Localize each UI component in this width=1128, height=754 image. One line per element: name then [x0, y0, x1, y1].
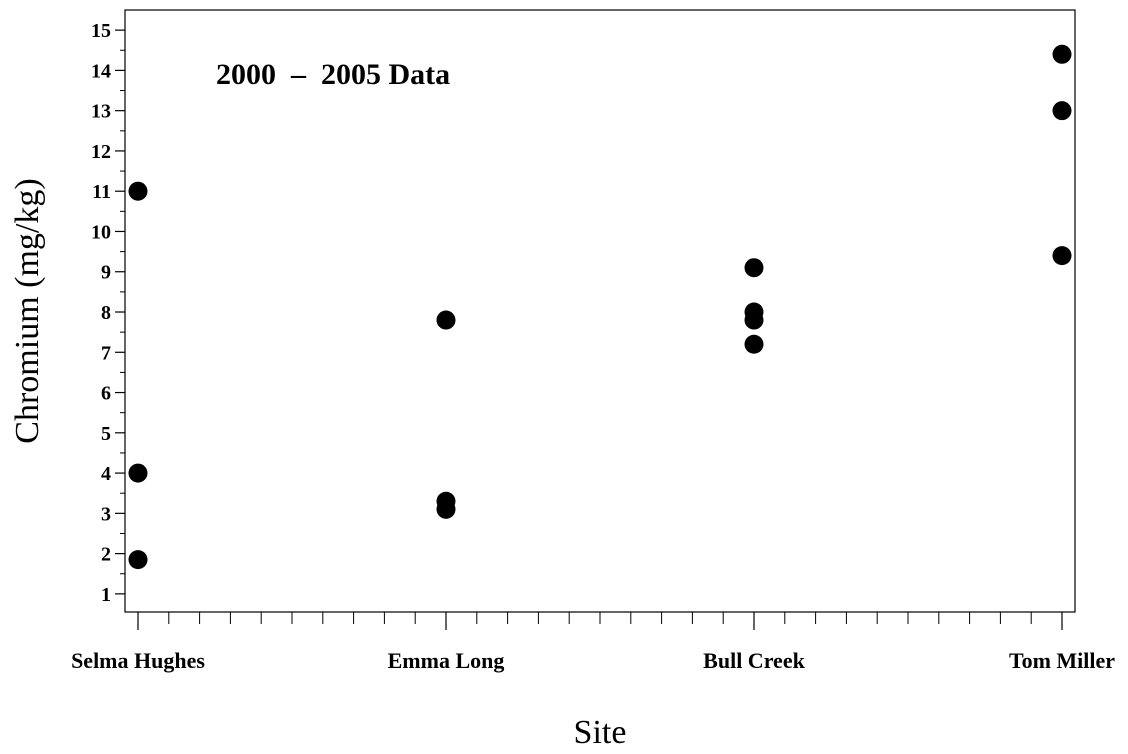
data-point	[436, 310, 456, 330]
x-category-label: Emma Long	[388, 648, 505, 673]
x-category-label: Tom Miller	[1009, 648, 1115, 673]
chart-annotation: 2000 – 2005 Data	[216, 58, 450, 91]
plot-area	[124, 9, 1076, 613]
y-tick-label: 10	[91, 221, 111, 243]
y-tick-label: 5	[101, 423, 111, 445]
data-points	[128, 44, 1072, 570]
data-point	[1052, 44, 1072, 64]
data-point	[1052, 246, 1072, 266]
y-tick-label: 1	[101, 584, 111, 606]
y-tick-label: 13	[91, 101, 111, 123]
data-point	[744, 334, 764, 354]
y-tick-label: 11	[92, 181, 111, 203]
y-tick-label: 2	[101, 544, 111, 566]
data-point	[1052, 101, 1072, 121]
y-tick-label: 14	[91, 60, 111, 82]
data-point	[128, 463, 148, 483]
y-tick-label: 9	[101, 262, 111, 284]
y-tick-label: 15	[91, 20, 111, 42]
y-tick-label: 3	[101, 503, 111, 525]
y-tick-label: 8	[101, 302, 111, 324]
x-axis: Selma Hughes Emma Long Bull Creek Tom Mille…	[71, 612, 1115, 673]
data-point	[744, 258, 764, 278]
x-axis-title: Site	[574, 714, 627, 751]
y-tick-label: 7	[101, 342, 111, 364]
data-point	[128, 181, 148, 201]
y-tick-label: 4	[101, 463, 111, 485]
data-point	[744, 310, 764, 330]
y-tick-label: 12	[91, 141, 111, 163]
x-category-label: Selma Hughes	[71, 648, 205, 673]
y-axis-title: Chromium (mg/kg)	[9, 178, 46, 443]
data-point	[128, 550, 148, 570]
y-tick-label: 6	[101, 383, 111, 405]
data-point	[436, 499, 456, 519]
x-category-label: Bull Creek	[703, 648, 805, 673]
